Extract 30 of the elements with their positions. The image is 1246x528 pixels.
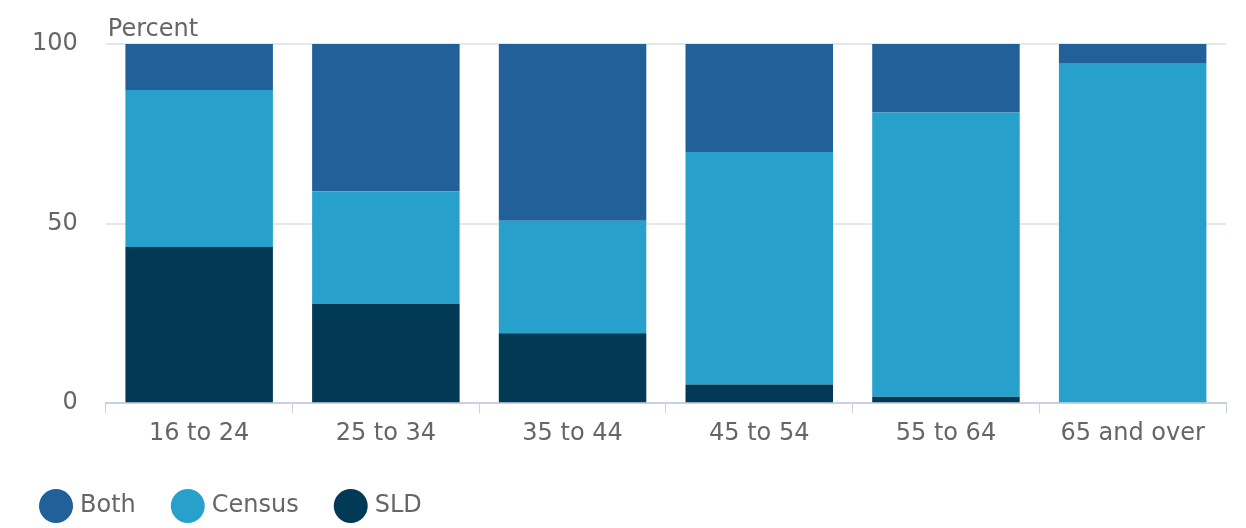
x-tick-label: 35 to 44 [522,417,623,446]
x-tick-label: 25 to 34 [335,417,437,446]
legend-label: Census [211,490,299,519]
x-tick-label: 65 and over [1060,417,1206,446]
y-tick-label: 100 [32,28,78,57]
bar [872,44,1020,113]
bar [498,44,647,221]
bar [312,191,460,304]
bar [125,44,273,90]
bar [125,89,273,247]
bar [312,303,460,403]
bar [498,333,647,403]
x-tick-label: 16 to 24 [148,417,250,446]
bar [312,44,460,192]
bar [685,44,833,153]
legend-label: Both [80,490,136,519]
bar [872,396,1020,403]
bar [685,152,833,385]
bar [1058,63,1207,403]
y-tick-label: 50 [47,207,78,236]
bar [125,246,273,403]
y-axis-title: Percent [107,14,199,43]
bar [872,112,1020,397]
bar [685,384,833,403]
bar [498,220,647,334]
y-tick-label: 0 [62,387,78,416]
bar [1058,44,1207,64]
x-tick-label: 55 to 64 [895,417,997,446]
x-tick-label: 45 to 54 [709,417,810,446]
legend-label: SLD [374,490,422,519]
